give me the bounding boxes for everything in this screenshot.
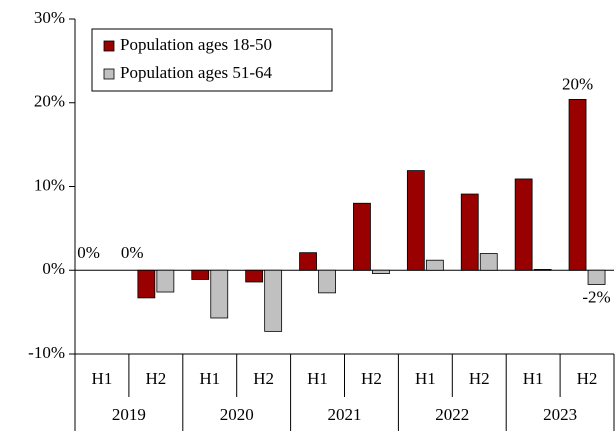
x-tick-label: H1 <box>415 369 436 388</box>
bar <box>353 202 371 271</box>
bar <box>568 99 587 271</box>
bar <box>514 178 533 271</box>
group-label: 2021 <box>328 405 362 424</box>
data-label: 0% <box>121 243 144 262</box>
legend-label: Population ages 18-50 <box>120 35 272 54</box>
y-tick-label: 20% <box>34 92 65 111</box>
bar <box>425 259 444 271</box>
bar <box>406 170 425 271</box>
bar <box>318 269 336 294</box>
bar <box>460 193 479 271</box>
y-tick-label: 30% <box>34 8 65 27</box>
y-tick-label: 0% <box>42 259 65 278</box>
x-tick-label: H2 <box>361 369 382 388</box>
legend-swatch <box>103 40 115 52</box>
bar <box>533 269 552 271</box>
x-tick-label: H1 <box>92 369 113 388</box>
x-tick-label: H1 <box>307 369 328 388</box>
y-tick-label: 10% <box>34 175 65 194</box>
data-label: 20% <box>562 74 593 93</box>
data-label: -2% <box>582 287 610 306</box>
bar <box>191 269 210 280</box>
x-tick-label: H2 <box>469 369 490 388</box>
group-label: 2022 <box>435 405 469 424</box>
bar <box>299 252 317 271</box>
bar <box>479 253 498 271</box>
x-tick-label: H1 <box>523 369 544 388</box>
bar <box>587 269 606 285</box>
group-label: 2019 <box>112 405 146 424</box>
bar <box>210 269 229 319</box>
group-label: 2020 <box>220 405 254 424</box>
bar <box>264 269 283 332</box>
x-tick-label: H2 <box>145 369 166 388</box>
bar <box>372 269 390 274</box>
bar <box>156 269 175 293</box>
bar <box>137 269 156 299</box>
legend-box <box>91 28 333 92</box>
legend-label: Population ages 51-64 <box>120 63 273 82</box>
x-tick-label: H2 <box>253 369 274 388</box>
bar <box>245 269 264 283</box>
legend-swatch <box>103 68 115 80</box>
group-label: 2023 <box>543 405 577 424</box>
y-tick-label: -10% <box>28 343 65 362</box>
x-tick-label: H2 <box>577 369 598 388</box>
x-tick-label: H1 <box>199 369 220 388</box>
data-label: 0% <box>77 243 100 262</box>
